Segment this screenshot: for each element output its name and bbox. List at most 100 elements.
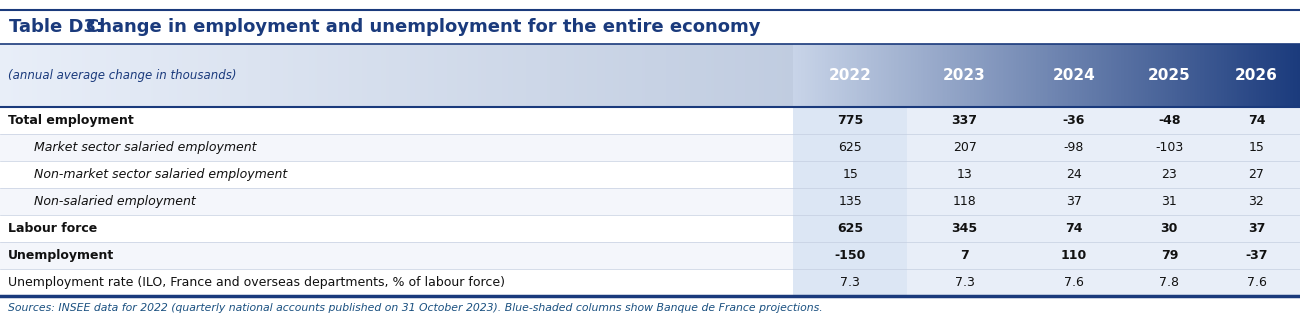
Text: 2024: 2024 (1053, 68, 1095, 83)
Bar (1026, 44, 1028, 107)
Bar (90, 44, 92, 107)
Bar (95, 44, 98, 107)
Bar (122, 44, 125, 107)
Bar (980, 44, 983, 107)
Bar (1024, 44, 1026, 107)
Bar (120, 44, 122, 107)
Bar (412, 44, 415, 107)
Bar (650, 44, 653, 107)
Bar (1080, 44, 1082, 107)
Bar (608, 44, 611, 107)
Bar (740, 44, 742, 107)
Bar (138, 44, 140, 107)
Bar (51, 44, 53, 107)
Bar (1131, 44, 1132, 107)
Bar (420, 44, 423, 107)
Bar (1048, 44, 1050, 107)
Bar (866, 44, 867, 107)
Bar (907, 215, 1022, 243)
Bar (351, 44, 354, 107)
Bar (876, 44, 878, 107)
Bar (1153, 44, 1154, 107)
Bar (994, 44, 996, 107)
Bar (442, 44, 445, 107)
Bar (72, 44, 74, 107)
Bar (476, 44, 478, 107)
Bar (690, 44, 693, 107)
Bar (484, 44, 486, 107)
Bar (1148, 44, 1149, 107)
Bar (198, 44, 202, 107)
Bar (578, 44, 581, 107)
Bar (458, 44, 460, 107)
Bar (1041, 44, 1043, 107)
Bar (936, 44, 939, 107)
Bar (941, 44, 944, 107)
Bar (1014, 44, 1017, 107)
Bar (680, 44, 682, 107)
Bar (889, 44, 890, 107)
Bar (793, 161, 907, 188)
Bar (92, 44, 95, 107)
Bar (1097, 44, 1098, 107)
Bar (637, 44, 640, 107)
Bar (822, 44, 823, 107)
Bar (370, 44, 373, 107)
Bar (1126, 44, 1127, 107)
Bar (1126, 134, 1213, 161)
Bar (1200, 44, 1202, 107)
Text: 7.8: 7.8 (1160, 276, 1179, 289)
Bar (264, 44, 266, 107)
Bar (832, 44, 833, 107)
Bar (1118, 44, 1119, 107)
Bar (100, 44, 103, 107)
Bar (1170, 44, 1171, 107)
Bar (793, 107, 907, 134)
Bar (1126, 215, 1213, 243)
Bar (113, 44, 116, 107)
Bar (1222, 44, 1225, 107)
Bar (642, 44, 645, 107)
Bar (1043, 44, 1045, 107)
Bar (1195, 44, 1197, 107)
Bar (1105, 44, 1108, 107)
Bar (634, 44, 637, 107)
Bar (933, 44, 935, 107)
Bar (471, 44, 473, 107)
Bar (956, 44, 957, 107)
Bar (1217, 44, 1219, 107)
Bar (1279, 44, 1282, 107)
Text: 24: 24 (1066, 168, 1082, 181)
Bar (146, 44, 148, 107)
Bar (838, 44, 840, 107)
Bar (1260, 44, 1261, 107)
Bar (930, 44, 932, 107)
Bar (1199, 44, 1200, 107)
Bar (883, 44, 884, 107)
Bar (66, 44, 69, 107)
Bar (473, 44, 476, 107)
Bar (1214, 44, 1216, 107)
Bar (391, 44, 394, 107)
Bar (1036, 44, 1039, 107)
Bar (235, 44, 238, 107)
Bar (1084, 44, 1086, 107)
Bar (1288, 44, 1290, 107)
Bar (79, 44, 82, 107)
Bar (1287, 44, 1288, 107)
Bar (1251, 44, 1253, 107)
Bar (842, 44, 844, 107)
Bar (862, 44, 865, 107)
Bar (770, 44, 772, 107)
Bar (346, 44, 348, 107)
Bar (1209, 44, 1210, 107)
Bar (502, 44, 504, 107)
Bar (18, 44, 21, 107)
Bar (307, 44, 309, 107)
Bar (833, 44, 835, 107)
Bar (764, 44, 767, 107)
Text: 15: 15 (842, 168, 858, 181)
Bar (826, 44, 827, 107)
Bar (1030, 44, 1031, 107)
Bar (703, 44, 706, 107)
